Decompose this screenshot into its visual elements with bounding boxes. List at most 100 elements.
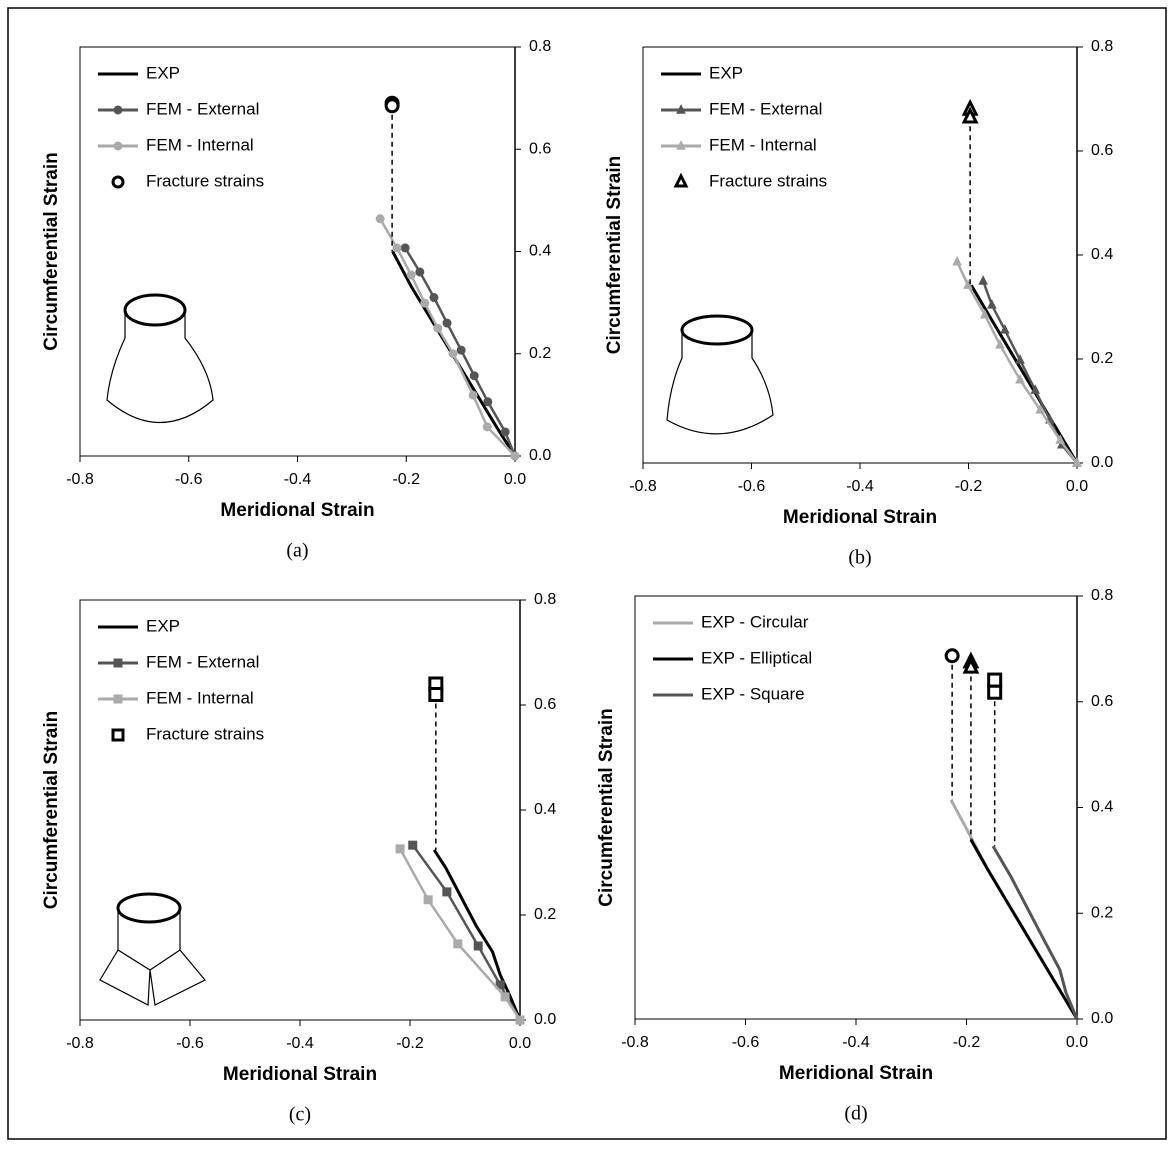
caption: (b) (848, 547, 871, 569)
y-tick-label: 0.6 (534, 696, 556, 713)
x-tick-label: -0.6 (738, 478, 766, 495)
y-tick-label: 0.0 (534, 1011, 556, 1028)
legend-label: FEM - Internal (146, 688, 254, 707)
specimen-drawings (99, 293, 774, 1006)
marker (676, 140, 686, 150)
marker (111, 728, 125, 742)
y-axis-title: Circumferential Strain (41, 152, 62, 351)
marker (482, 422, 492, 432)
y-tick-label: 0.0 (529, 447, 551, 464)
y-axis-title: Circumferential Strain (604, 156, 625, 355)
legend-label: Fracture strains (146, 724, 264, 743)
x-tick-label: -0.2 (396, 1035, 424, 1052)
chart-panel: -0.8 -0.6 -0.4 -0.2 0.00.0 0.2 0.4 0.6 0.8 Meridi… (41, 591, 556, 1125)
y-axis-title: Circumferential Strain (596, 708, 617, 907)
caption: (a) (286, 540, 308, 562)
chart-panel: -0.8 -0.6 -0.4 -0.2 0.00.0 0.2 0.4 0.6 0.8 Meridi… (604, 38, 1113, 568)
legend-label: FEM - Internal (709, 135, 817, 154)
marker (1030, 384, 1041, 394)
legend-label: FEM - External (146, 99, 259, 118)
marker (961, 106, 979, 124)
y-tick-label: 0.8 (529, 38, 551, 55)
x-tick-label: -0.6 (732, 1034, 760, 1051)
legend-label: EXP - Circular (701, 612, 809, 631)
marker (400, 243, 410, 253)
series-line (379, 218, 516, 457)
x-tick-label: -0.6 (175, 471, 203, 488)
marker (453, 939, 463, 949)
y-tick-label: 0.0 (1091, 1010, 1113, 1027)
x-axis-title: Meridional Strain (223, 1064, 377, 1085)
legend-label: FEM - External (146, 652, 259, 671)
x-axis-title: Meridional Strain (779, 1063, 933, 1084)
marker (995, 339, 1005, 349)
marker (448, 349, 458, 359)
marker (495, 980, 505, 990)
y-tick-label: 0.2 (1091, 350, 1113, 367)
x-axis-title: Meridional Strain (783, 507, 937, 528)
y-tick-label: 0.8 (1091, 587, 1113, 604)
marker (1015, 373, 1025, 384)
series-line (955, 261, 1079, 464)
y-axis-title: Circumferential Strain (41, 711, 62, 910)
x-tick-label: 0.0 (1066, 1034, 1088, 1051)
marker (433, 323, 443, 333)
marker (1055, 434, 1065, 444)
legend-label: EXP (146, 616, 180, 635)
x-tick-label: -0.4 (846, 478, 874, 495)
marker (1015, 354, 1025, 364)
series-line (969, 839, 1079, 1020)
x-tick-label: 0.0 (509, 1035, 531, 1052)
specimen-b-top (680, 314, 754, 346)
caption: (d) (844, 1103, 867, 1125)
marker (469, 371, 479, 381)
marker (962, 656, 980, 674)
marker (375, 214, 385, 224)
marker (392, 243, 402, 253)
legend-label: FEM - External (709, 99, 822, 118)
x-tick-label: -0.4 (842, 1034, 870, 1051)
series-line (432, 849, 522, 1021)
marker (987, 684, 1003, 700)
marker (952, 255, 962, 266)
y-tick-label: 0.4 (1091, 246, 1113, 263)
specimen-a-top (123, 293, 187, 327)
specimen-c-top (116, 892, 182, 924)
marker (500, 992, 510, 1002)
marker (987, 299, 997, 309)
figure-border (7, 7, 1167, 1140)
x-tick-label: 0.0 (1066, 478, 1088, 495)
marker (468, 390, 478, 400)
marker (111, 175, 125, 189)
marker (676, 104, 686, 114)
y-tick-label: 0.2 (534, 906, 556, 923)
series-line (969, 284, 1079, 464)
x-tick-label: -0.4 (286, 1035, 314, 1052)
y-tick-label: 0.8 (534, 591, 556, 608)
legend-label: FEM - Internal (146, 135, 254, 154)
marker (113, 105, 123, 115)
marker (423, 895, 433, 905)
marker (483, 397, 493, 407)
marker (500, 427, 510, 437)
x-tick-label: -0.2 (953, 1034, 981, 1051)
marker (442, 318, 452, 328)
marker (420, 298, 430, 308)
legend-label: Fracture strains (709, 171, 827, 190)
y-tick-label: 0.4 (529, 243, 551, 260)
marker (978, 275, 988, 285)
specimen-a (106, 310, 214, 424)
caption: (c) (289, 1104, 311, 1126)
x-tick-label: -0.4 (284, 471, 312, 488)
marker (1000, 323, 1010, 334)
marker (473, 941, 483, 951)
y-tick-label: 0.6 (529, 140, 551, 157)
y-tick-label: 0.0 (1091, 454, 1113, 471)
marker (113, 694, 123, 704)
x-tick-label: -0.8 (629, 478, 657, 495)
legend-label: Fracture strains (146, 171, 264, 190)
legend-label: EXP - Square (701, 684, 805, 703)
marker (456, 345, 466, 355)
marker (428, 687, 444, 702)
marker (673, 172, 689, 188)
